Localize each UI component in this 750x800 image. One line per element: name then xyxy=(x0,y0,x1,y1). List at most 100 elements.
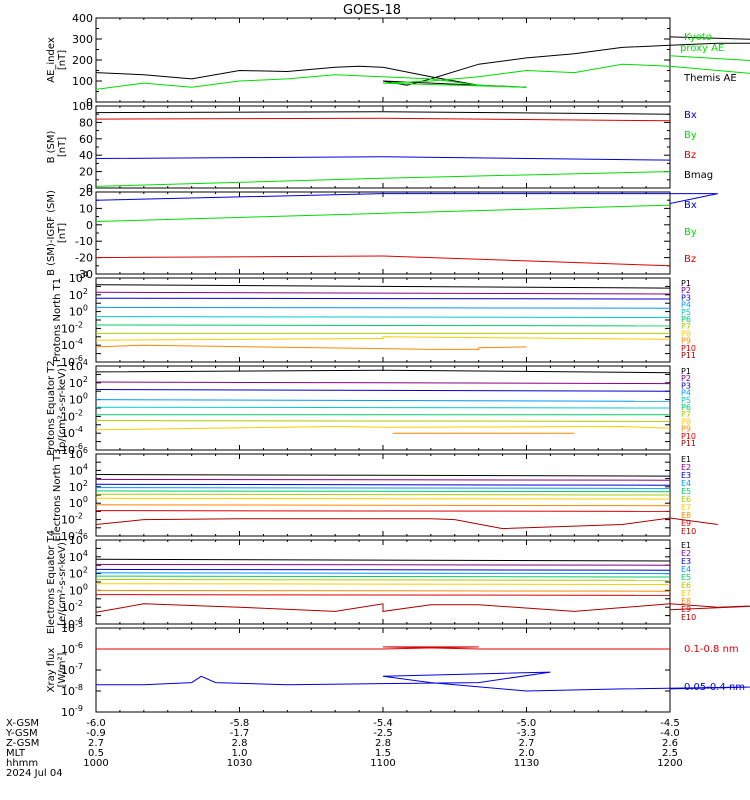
axis-row-value: 1.0 xyxy=(232,748,248,759)
y-tick-label: 102 xyxy=(69,287,88,302)
series-e10 xyxy=(95,517,718,530)
legend-bmag: Bmag xyxy=(684,170,713,181)
series-p8 xyxy=(95,336,671,341)
axis-row-value: 1000 xyxy=(83,758,108,769)
series-bz xyxy=(95,117,671,122)
legend-bz: Bz xyxy=(684,254,696,265)
axis-row-value: -5.8 xyxy=(230,718,250,729)
series-p6 xyxy=(95,324,671,327)
y-tick-label: -20 xyxy=(75,252,93,265)
legend-p8: P8 xyxy=(681,417,691,426)
axis-row-value: 2.6 xyxy=(662,738,678,749)
y-axis-label: Protons North T1 xyxy=(52,278,63,362)
y-tick-label: 100 xyxy=(72,100,93,113)
y-tick-label: 0 xyxy=(86,219,93,232)
y-tick-label: 104 xyxy=(69,270,88,285)
legend-p8: P8 xyxy=(681,329,691,338)
panel-frame xyxy=(95,17,671,103)
axis-row-value: -0.9 xyxy=(86,728,106,739)
legend-0-05-0-4-nm: 0.05-0.4 nm xyxy=(684,682,745,693)
series-p5 xyxy=(95,316,671,318)
series-p9 xyxy=(95,344,527,350)
axis-row-value: 2.7 xyxy=(519,738,535,749)
series-e5 xyxy=(95,490,671,493)
series-p7 xyxy=(95,420,671,422)
legend-p9: P9 xyxy=(681,425,691,434)
series-e4 xyxy=(95,487,671,489)
series-e1 xyxy=(95,474,671,477)
y-axis-label: Electrons Equator T4[e/(cm²-s-sr-keV)] xyxy=(46,530,68,634)
y-tick-label: 0 xyxy=(86,182,93,195)
legend-p4: P4 xyxy=(681,389,691,398)
legend-p5: P5 xyxy=(681,396,691,405)
series-p4 xyxy=(95,306,671,309)
y-tick-label: 0 xyxy=(86,96,93,109)
legend-e7: E7 xyxy=(681,503,691,512)
y-tick-label: 20 xyxy=(79,166,93,179)
panel-frame xyxy=(95,627,671,713)
series-by xyxy=(95,171,671,187)
panel-2: 0 20 40 60 80 100 B (SM)[nT] Bx By Bz Bmag xyxy=(46,100,713,195)
axis-row-value: 2.0 xyxy=(519,748,535,759)
legend-e4: E4 xyxy=(681,565,691,574)
y-tick-label: 10-9 xyxy=(61,704,83,719)
y-tick-label: 100 xyxy=(69,304,88,319)
legend-p5: P5 xyxy=(681,308,691,317)
series-bmag xyxy=(95,111,671,115)
series-e4 xyxy=(95,572,671,575)
axis-row-value: 1.5 xyxy=(375,748,391,759)
legend-p10: P10 xyxy=(681,344,696,353)
series-e3 xyxy=(95,483,671,486)
series-e1 xyxy=(95,558,671,562)
series-e7 xyxy=(95,497,671,500)
y-axis-label: Xray flux[W/m²] xyxy=(46,648,68,693)
y-tick-label: 106 xyxy=(69,532,88,547)
series-e8 xyxy=(95,504,671,507)
axis-row-value: 2.8 xyxy=(232,738,248,749)
y-tick-label: -10 xyxy=(75,235,93,248)
legend-p1: P1 xyxy=(681,279,691,288)
y-tick-label: 10-2 xyxy=(61,512,83,527)
legend-e5: E5 xyxy=(681,487,691,496)
legend-e3: E3 xyxy=(681,557,691,566)
legend-e1: E1 xyxy=(681,541,691,550)
series-e2 xyxy=(95,563,671,566)
series-e2 xyxy=(95,478,671,481)
legend-p1: P1 xyxy=(681,367,691,376)
legend-themis-ae: Themis AE xyxy=(683,73,737,84)
series-by xyxy=(95,204,671,222)
y-tick-label: -30 xyxy=(75,268,93,281)
axis-row-value: -6.0 xyxy=(86,718,106,729)
axis-row-value: -5.4 xyxy=(373,718,393,729)
legend-p11: P11 xyxy=(681,351,696,360)
y-axis-label: Electrons North T3 xyxy=(52,448,63,541)
y-tick-label: 104 xyxy=(69,358,88,373)
legend-e8: E8 xyxy=(681,511,691,520)
series-0-1-0-8-nm xyxy=(96,646,670,650)
legend-e9: E9 xyxy=(681,519,691,528)
y-axis-label: Protons Equator T2[p/(cm²-s-sr-keV)] xyxy=(46,360,68,456)
y-tick-label: 200 xyxy=(72,54,93,67)
series-themis-ae xyxy=(95,36,750,88)
y-axis-label: AE_index[nT] xyxy=(46,37,68,83)
series-e9 xyxy=(95,510,671,512)
legend-0-1-0-8-nm: 0.1-0.8 nm xyxy=(684,644,739,655)
y-tick-label: 10-4 xyxy=(61,337,83,352)
axis-row-value: 1030 xyxy=(227,758,252,769)
legend-p2: P2 xyxy=(681,374,691,383)
panel-frame xyxy=(95,277,671,363)
series-e6 xyxy=(95,579,671,581)
y-tick-label: 80 xyxy=(79,116,93,129)
series-p1 xyxy=(95,369,671,374)
series-e5 xyxy=(95,575,671,578)
y-tick-label: 10-5 xyxy=(61,620,83,635)
axis-row-value: 2.7 xyxy=(88,738,104,749)
legend-e6: E6 xyxy=(681,495,691,504)
series-p3 xyxy=(95,297,671,300)
legend-p2: P2 xyxy=(681,286,691,295)
axis-row-value: -2.5 xyxy=(373,728,393,739)
series-p2 xyxy=(95,381,671,385)
